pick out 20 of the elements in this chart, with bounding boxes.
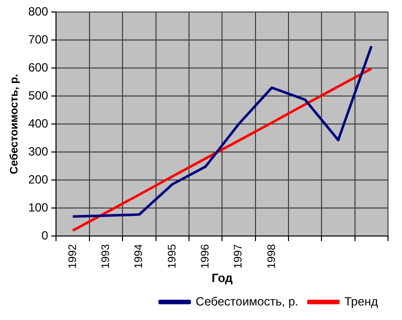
y-tick-label: 100 xyxy=(28,200,49,214)
x-tick-label: 1995 xyxy=(166,244,178,269)
x-tick-label: 1993 xyxy=(100,244,112,269)
legend-label: Себестоимость, р. xyxy=(196,294,298,308)
x-tick-label: 1992 xyxy=(66,244,79,269)
x-axis-title: Год xyxy=(212,271,233,286)
y-tick-label: 800 xyxy=(28,4,49,18)
x-tick-label: 1996 xyxy=(200,244,212,269)
x-tick-label: 1997 xyxy=(232,244,245,269)
y-axis-title: Себестоимость, р. xyxy=(8,74,21,174)
y-tick-label: 500 xyxy=(28,88,49,102)
legend-label: Тренд xyxy=(344,294,378,308)
y-tick-label: 700 xyxy=(28,32,49,46)
y-tick-label: 0 xyxy=(42,228,49,242)
y-tick-label: 200 xyxy=(28,172,49,186)
y-tick-label: 300 xyxy=(28,144,49,158)
y-tick-label: 400 xyxy=(28,116,49,130)
x-tick-label: 1994 xyxy=(133,244,146,269)
y-tick-label: 600 xyxy=(28,60,49,74)
x-tick-label: 1998 xyxy=(266,244,278,269)
